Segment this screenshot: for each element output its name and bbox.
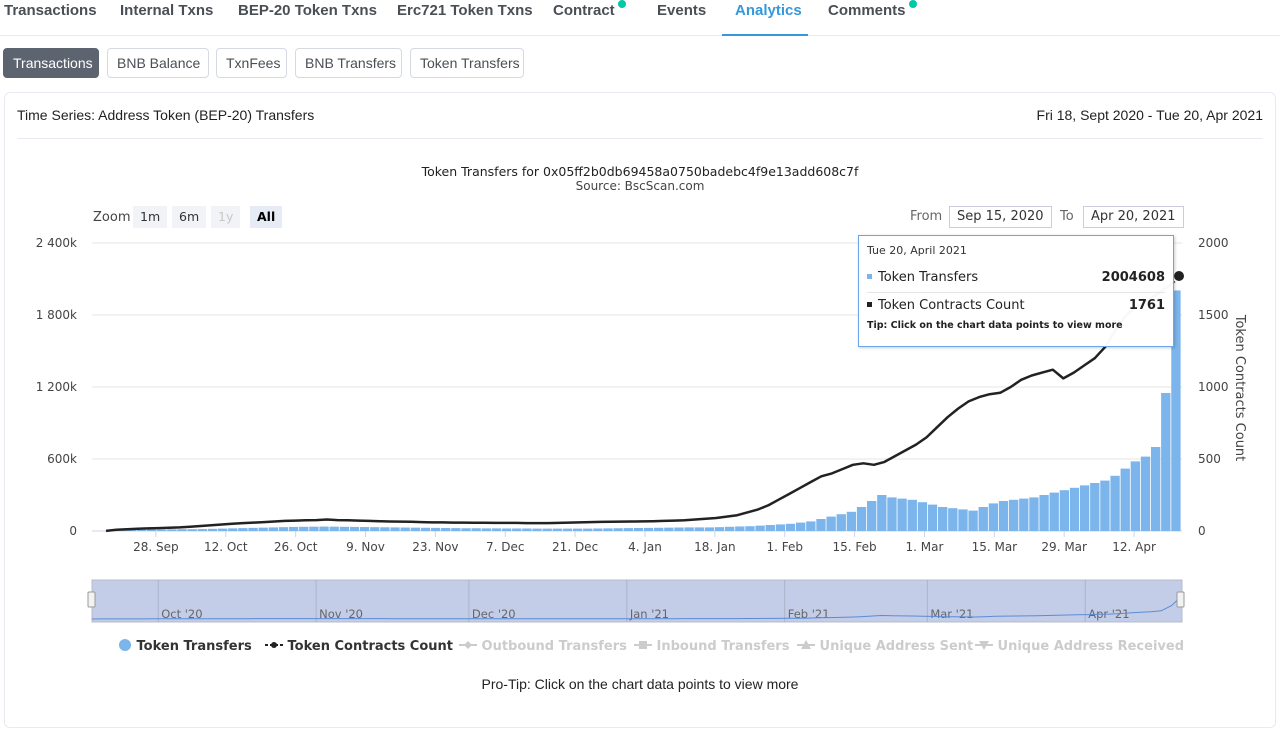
tab-label: Contract	[553, 2, 615, 19]
tab-label: BEP-20 Token Txns	[238, 2, 377, 19]
to-label: To	[1060, 209, 1074, 224]
tab-comments[interactable]: Comments	[828, 0, 917, 36]
legend-inbound-transfers[interactable]: Inbound Transfers	[634, 638, 789, 654]
zoom-6m-button[interactable]: 6m	[172, 206, 207, 228]
legend-square-icon	[634, 641, 652, 649]
zoom-all-button[interactable]: All	[250, 206, 283, 228]
from-date-input[interactable]: Sep 15, 2020	[949, 206, 1052, 228]
legend-circle-icon	[119, 639, 131, 651]
tooltip-tip: Tip: Click on the chart data points to v…	[867, 320, 1123, 331]
legend-token-transfers[interactable]: Token Transfers	[118, 638, 252, 654]
series-swatch-icon	[867, 302, 872, 307]
legend-label: Inbound Transfers	[656, 639, 790, 654]
legend-triangle-down-icon	[975, 641, 993, 650]
series-swatch-icon	[867, 274, 872, 279]
tab-label: Internal Txns	[120, 2, 214, 19]
tooltip-row-token-contracts: Token Contracts Count 1761	[867, 298, 1165, 320]
legend-label: Token Transfers	[136, 639, 252, 654]
pro-tip: Pro-Tip: Click on the chart data points …	[481, 676, 799, 692]
zoom-label: Zoom	[93, 210, 131, 225]
tooltip-label: Token Transfers	[878, 270, 979, 285]
tab-internal-txns[interactable]: Internal Txns	[120, 0, 213, 36]
chart-tooltip: Tue 20, April 2021 Token Transfers 20046…	[858, 235, 1174, 347]
tooltip-row-token-transfers: Token Transfers 2004608	[867, 270, 1165, 292]
legend-line-dot-icon	[265, 642, 283, 648]
analytics-tabs: Transactions Internal Txns BEP-20 Token …	[0, 0, 1280, 36]
tab-erc721-token-txns[interactable]: Erc721 Token Txns	[397, 0, 533, 36]
card-title: Time Series: Address Token (BEP-20) Tran…	[17, 107, 315, 123]
legend-token-contracts-count[interactable]: Token Contracts Count	[265, 638, 453, 654]
legend-outbound-transfers[interactable]: Outbound Transfers	[459, 638, 627, 654]
pill-transactions[interactable]: Transactions	[3, 48, 99, 78]
pill-bnb-transfers[interactable]: BNB Transfers	[295, 48, 402, 78]
tab-contract[interactable]: Contract	[553, 0, 626, 36]
card-header: Time Series: Address Token (BEP-20) Tran…	[17, 107, 1263, 139]
pill-token-transfers[interactable]: Token Transfers	[410, 48, 524, 78]
tab-bep20-token-txns[interactable]: BEP-20 Token Txns	[238, 0, 377, 36]
tooltip-date: Tue 20, April 2021	[867, 244, 967, 257]
legend-label: Unique Address Sent	[819, 639, 974, 654]
tooltip-divider	[867, 292, 1165, 293]
zoom-1y-button[interactable]: 1y	[211, 206, 241, 228]
tab-events[interactable]: Events	[657, 0, 706, 36]
tab-analytics[interactable]: Analytics	[722, 0, 808, 36]
tab-label: Erc721 Token Txns	[397, 2, 533, 19]
tab-label: Analytics	[735, 2, 802, 19]
legend-diamond-icon	[459, 641, 477, 649]
tab-label: Comments	[828, 2, 906, 19]
chart-title: Token Transfers for 0x05ff2b0db69458a075…	[421, 164, 859, 179]
pill-bnb-balance[interactable]: BNB Balance	[107, 48, 209, 78]
zoom-1m-button[interactable]: 1m	[133, 206, 168, 228]
legend-unique-address-sent[interactable]: Unique Address Sent	[797, 638, 973, 654]
tooltip-value: 1761	[1128, 298, 1165, 313]
legend-label: Token Contracts Count	[287, 639, 454, 654]
verified-check-icon	[617, 0, 626, 8]
to-date-input[interactable]: Apr 20, 2021	[1083, 206, 1184, 228]
tab-transactions[interactable]: Transactions	[4, 0, 97, 36]
tooltip-value: 2004608	[1101, 270, 1165, 285]
tab-label: Transactions	[4, 2, 97, 19]
tab-label: Events	[657, 2, 707, 19]
card-date-range: Fri 18, Sept 2020 - Tue 20, Apr 2021	[1036, 107, 1263, 123]
legend-triangle-icon	[797, 640, 815, 649]
status-dot-icon	[908, 0, 917, 8]
legend-label: Unique Address Received	[997, 639, 1185, 654]
chart-source: Source: BscScan.com	[575, 179, 705, 193]
tooltip-label: Token Contracts Count	[878, 298, 1025, 313]
pill-txnfees[interactable]: TxnFees	[216, 48, 287, 78]
from-label: From	[910, 209, 943, 224]
legend-label: Outbound Transfers	[481, 639, 627, 654]
legend-unique-address-received[interactable]: Unique Address Received	[975, 638, 1184, 654]
